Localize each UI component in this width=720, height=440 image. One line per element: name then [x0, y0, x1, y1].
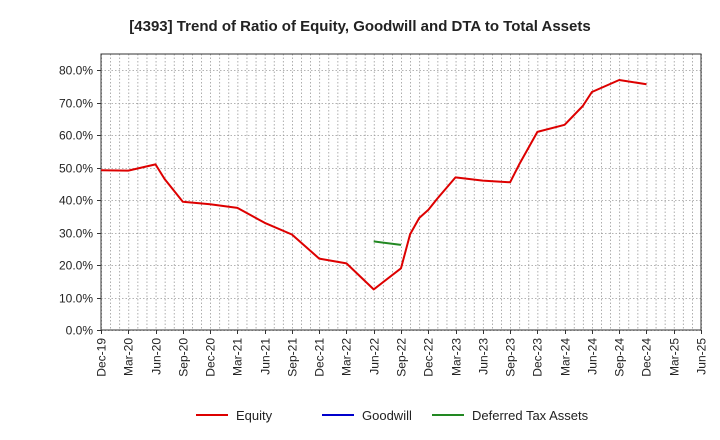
x-tick-label: Jun-23: [477, 338, 491, 375]
x-axis: Dec-19 Mar-20 Jun-20 Sep-20 Dec-20 Mar-21 Jun-…: [95, 330, 709, 377]
legend-dta-label: Deferred Tax Assets: [472, 408, 589, 423]
x-tick-label: Dec-22: [422, 338, 436, 377]
y-tick-label: 50.0%: [59, 162, 93, 176]
legend-equity-label: Equity: [236, 408, 273, 423]
x-tick-label: Dec-24: [640, 338, 654, 377]
x-tick-label: Mar-20: [122, 338, 136, 376]
deferred-tax-assets-line: [373, 240, 402, 246]
x-tick-label: Dec-21: [313, 338, 327, 377]
x-tick-label: Sep-23: [504, 338, 518, 377]
x-tick-label: Jun-20: [150, 338, 164, 375]
chart-title: [4393] Trend of Ratio of Equity, Goodwil…: [129, 18, 590, 35]
x-tick-label: Jun-25: [695, 338, 709, 375]
series-lines: [100, 79, 647, 291]
x-tick-label: Sep-24: [613, 338, 627, 377]
x-tick-label: Mar-25: [668, 338, 682, 376]
y-axis: 0.0% 10.0% 20.0% 30.0% 40.0% 50.0% 60.0% 70.0% 8…: [59, 64, 101, 338]
x-tick-label: Jun-24: [586, 338, 600, 375]
y-tick-label: 70.0%: [59, 97, 93, 111]
x-tick-label: Dec-23: [531, 338, 545, 377]
x-tick-label: Mar-23: [450, 338, 464, 376]
y-tick-label: 60.0%: [59, 129, 93, 143]
x-tick-label: Sep-21: [286, 338, 300, 377]
y-tick-label: 20.0%: [59, 259, 93, 273]
plot-frame: [100, 53, 702, 331]
y-tick-label: 40.0%: [59, 194, 93, 208]
equity-line: [100, 79, 647, 291]
legend: Equity Goodwill Deferred Tax Assets: [196, 408, 589, 423]
x-tick-label: Jun-21: [259, 338, 273, 375]
x-tick-label: Mar-24: [559, 338, 573, 376]
x-tick-label: Dec-19: [95, 338, 109, 377]
x-tick-label: Jun-22: [368, 338, 382, 375]
x-tick-label: Sep-22: [395, 338, 409, 377]
x-tick-label: Mar-22: [340, 338, 354, 376]
y-tick-label: 80.0%: [59, 64, 93, 78]
y-tick-label: 30.0%: [59, 227, 93, 241]
y-tick-label: 10.0%: [59, 292, 93, 306]
y-tick-label: 0.0%: [66, 324, 94, 338]
legend-goodwill-label: Goodwill: [362, 408, 412, 423]
x-tick-label: Sep-20: [177, 338, 191, 377]
grid-lines: [101, 54, 702, 331]
x-tick-label: Mar-21: [231, 338, 245, 376]
x-tick-label: Dec-20: [204, 338, 218, 377]
